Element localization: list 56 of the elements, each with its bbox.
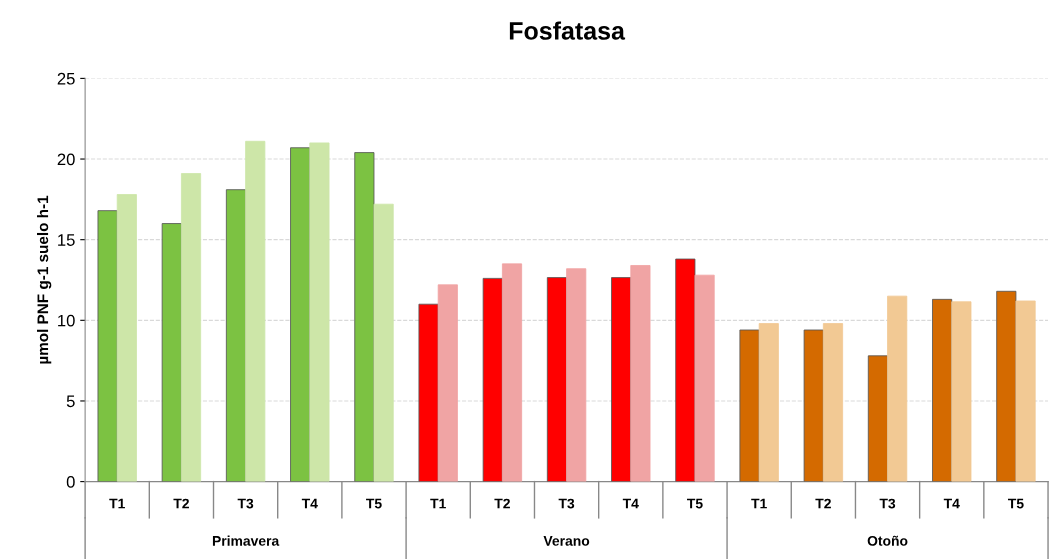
bar [867, 355, 888, 482]
bar [373, 203, 394, 482]
bar [951, 301, 972, 482]
bar [309, 142, 330, 482]
bar [225, 189, 247, 482]
bar [290, 147, 311, 482]
y-tick-label: 20 [57, 153, 75, 166]
x-tick-label: T5 [366, 498, 382, 509]
x-tick-label: T2 [494, 498, 510, 509]
bar [161, 223, 182, 482]
bar [675, 258, 696, 482]
x-tick-label: T1 [430, 498, 446, 509]
bar [630, 265, 651, 482]
x-tick-label: T4 [301, 498, 318, 509]
x-tick-label: T3 [879, 498, 896, 509]
bar [501, 263, 523, 482]
bar [566, 268, 587, 482]
x-tick-label: T3 [558, 498, 575, 509]
x-tick-label: T5 [687, 498, 703, 509]
bar [354, 152, 375, 482]
bar [1015, 300, 1036, 482]
bar [546, 277, 567, 482]
x-tick-label: T5 [1008, 498, 1024, 509]
bar [803, 329, 824, 482]
bar [611, 277, 632, 482]
bar [418, 303, 439, 482]
text: Primavera [212, 535, 280, 546]
bar [996, 290, 1017, 482]
bar [245, 140, 266, 482]
x-tick-label: T4 [622, 498, 639, 509]
bar [116, 194, 137, 482]
text: Otoño [867, 535, 908, 546]
y-tick-label: 25 [57, 72, 75, 85]
y-axis-title: µmol PNF g-1 suelo h-1 [37, 195, 52, 364]
y-tick-label: 10 [58, 314, 75, 327]
x-tick-label: T2 [815, 498, 831, 509]
chart-title: Fosfatasa [509, 21, 626, 40]
bar [739, 329, 760, 482]
bar [694, 274, 715, 482]
bar [758, 323, 779, 482]
x-tick-label: T4 [943, 498, 960, 509]
y-tick-label: 15 [58, 234, 75, 246]
text: Verano [543, 536, 590, 546]
bar [437, 284, 458, 482]
x-tick-label: T2 [173, 498, 189, 509]
y-tick-label: 5 [66, 395, 75, 408]
y-tick-label: 0 [66, 476, 75, 488]
bar [822, 323, 844, 482]
bar [887, 295, 908, 482]
x-tick-label: T1 [751, 498, 767, 509]
x-tick-label: T1 [109, 498, 125, 509]
bar [180, 173, 202, 482]
bar [97, 210, 118, 482]
x-tick-label: T3 [237, 498, 254, 509]
bar [482, 277, 503, 482]
bar [932, 298, 953, 482]
